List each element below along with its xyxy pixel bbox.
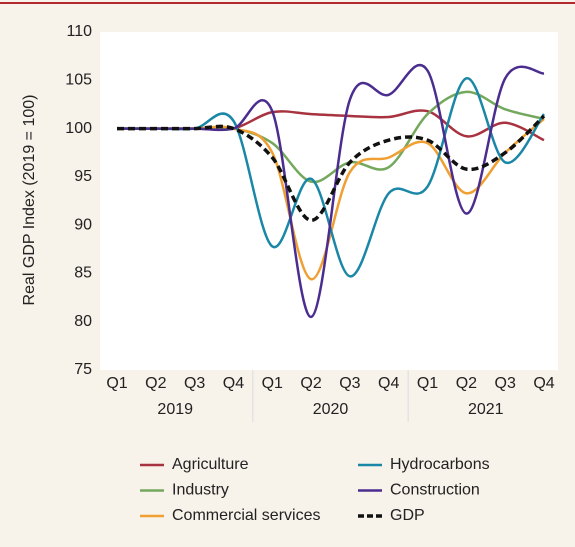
x-tick-label: Q4 (223, 375, 244, 392)
x-tick-label: Q2 (145, 375, 166, 392)
x-tick-label: Q3 (495, 375, 516, 392)
legend-label: Commercial services (172, 507, 320, 524)
y-tick-label: 80 (74, 313, 92, 330)
legend-label: Hydrocarbons (390, 456, 490, 473)
year-label: 2020 (313, 401, 349, 418)
y-tick-label: 95 (74, 168, 92, 185)
legend-label: GDP (390, 507, 425, 524)
y-tick-label: 85 (74, 265, 92, 282)
y-axis-label: Real GDP Index (2019 = 100) (21, 95, 38, 306)
x-tick-label: Q1 (262, 375, 283, 392)
series-line (117, 114, 546, 223)
y-tick-label: 100 (65, 120, 92, 137)
x-tick-label: Q1 (417, 375, 438, 392)
x-tick-label: Q2 (456, 375, 477, 392)
y-tick-label: 110 (66, 23, 92, 40)
x-tick-label: Q3 (339, 375, 360, 392)
x-tick-label: Q2 (300, 375, 321, 392)
y-tick-label: 75 (74, 361, 92, 378)
x-tick-label: Q1 (106, 375, 127, 392)
y-tick-label: 90 (74, 216, 92, 233)
x-tick-label: Q3 (184, 375, 205, 392)
legend-label: Construction (390, 482, 480, 499)
x-tick-label: Q4 (378, 375, 399, 392)
x-tick-label: Q4 (533, 375, 554, 392)
legend-label: Industry (172, 482, 229, 499)
year-label: 2021 (468, 401, 504, 418)
year-label: 2019 (157, 401, 193, 418)
legend-label: Agriculture (172, 456, 249, 473)
y-tick-label: 105 (65, 72, 92, 89)
